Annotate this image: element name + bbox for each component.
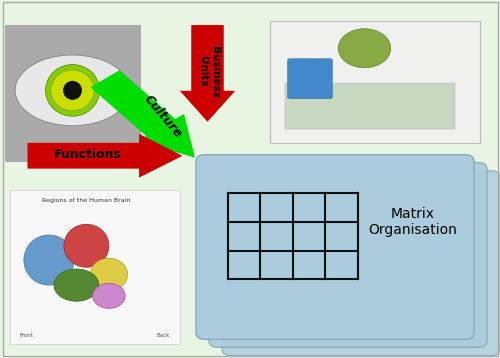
Ellipse shape bbox=[63, 81, 82, 100]
Polygon shape bbox=[180, 25, 235, 122]
Ellipse shape bbox=[64, 224, 109, 267]
Polygon shape bbox=[28, 134, 182, 178]
FancyBboxPatch shape bbox=[222, 171, 500, 355]
Text: Culture: Culture bbox=[141, 92, 184, 140]
Ellipse shape bbox=[51, 70, 94, 111]
Text: Business
Units: Business Units bbox=[198, 46, 220, 97]
Text: Front: Front bbox=[20, 333, 34, 338]
Ellipse shape bbox=[92, 283, 125, 308]
FancyBboxPatch shape bbox=[270, 21, 480, 143]
FancyBboxPatch shape bbox=[10, 190, 180, 344]
Text: Matrix
Organisation: Matrix Organisation bbox=[368, 207, 457, 237]
Polygon shape bbox=[90, 70, 195, 158]
Ellipse shape bbox=[90, 258, 128, 290]
Text: Regions of the Human Brain: Regions of the Human Brain bbox=[42, 198, 130, 203]
Text: Back: Back bbox=[156, 333, 170, 338]
Ellipse shape bbox=[46, 64, 100, 116]
Ellipse shape bbox=[338, 29, 391, 68]
FancyBboxPatch shape bbox=[5, 25, 140, 161]
FancyBboxPatch shape bbox=[285, 83, 455, 129]
Ellipse shape bbox=[54, 269, 99, 301]
FancyBboxPatch shape bbox=[209, 163, 487, 347]
Ellipse shape bbox=[24, 235, 74, 285]
Ellipse shape bbox=[15, 55, 130, 126]
FancyBboxPatch shape bbox=[288, 59, 333, 99]
FancyBboxPatch shape bbox=[196, 155, 474, 339]
Text: Functions: Functions bbox=[54, 148, 122, 161]
